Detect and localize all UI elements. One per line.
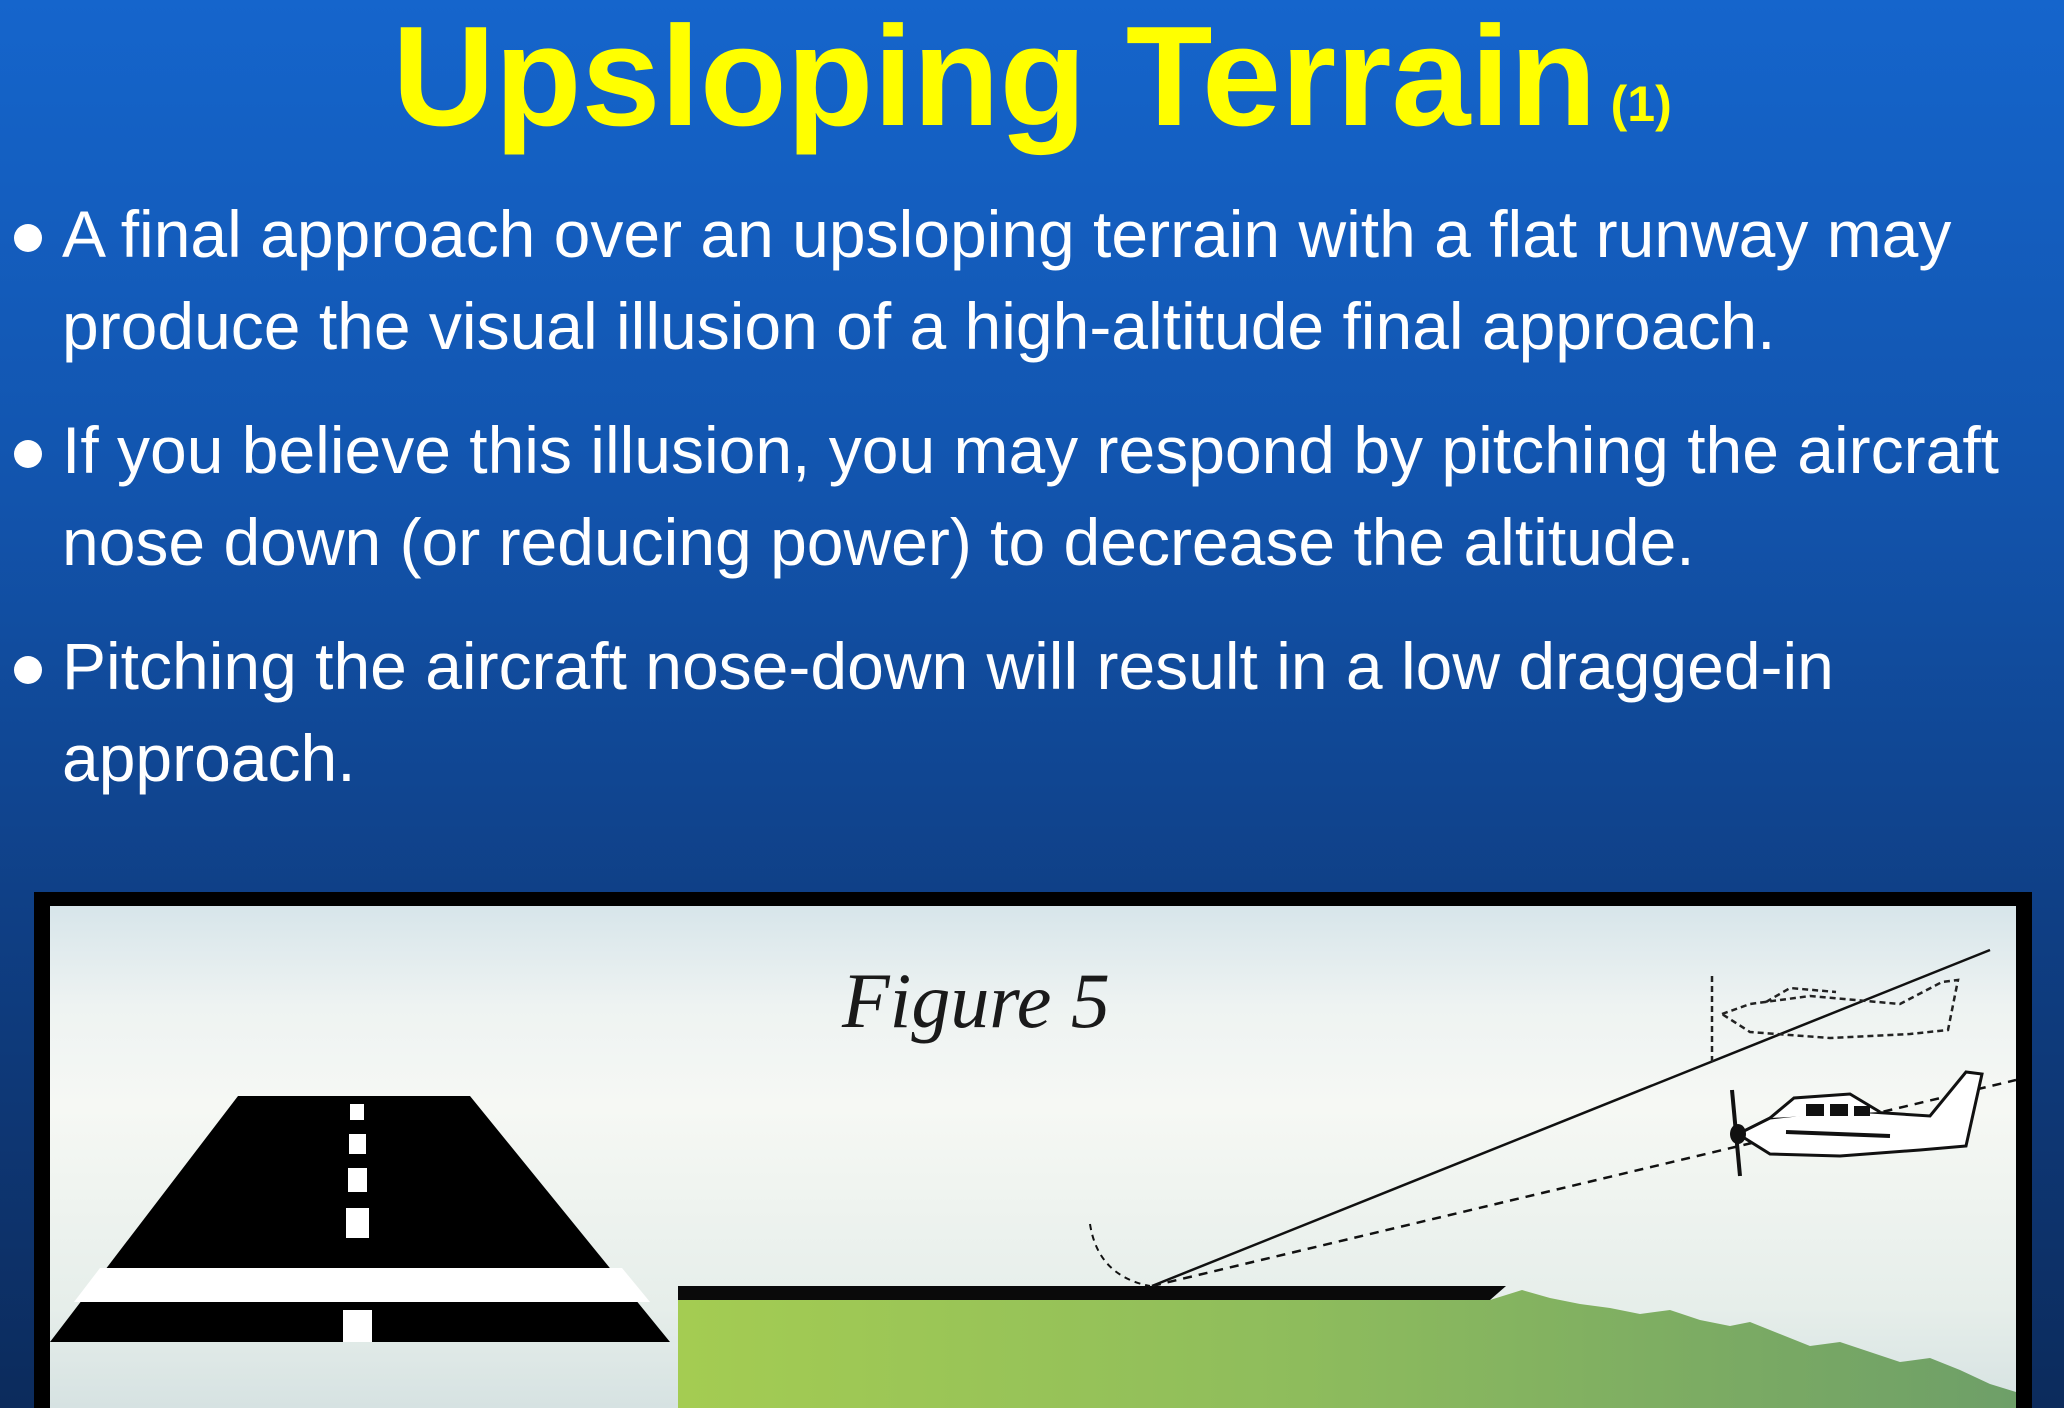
figure-frame: Figure 5 <box>34 892 2032 1408</box>
bullet-text: Pitching the aircraft nose-down will res… <box>62 629 1834 795</box>
bullet-list: A final approach over an upsloping terra… <box>0 188 2064 836</box>
bullet-dot-icon <box>14 656 42 684</box>
figure-label: Figure 5 <box>842 957 1110 1044</box>
bullet-item: A final approach over an upsloping terra… <box>0 188 2052 372</box>
title-sub: (1) <box>1610 76 1672 132</box>
terrain-profile <box>678 1286 2016 1408</box>
figure-drawing <box>50 948 2016 1408</box>
airplane-actual-icon <box>1730 1070 1984 1177</box>
bullet-text: A final approach over an upsloping terra… <box>62 197 1952 363</box>
bullet-item: If you believe this illusion, you may re… <box>0 404 2052 588</box>
bullet-item: Pitching the aircraft nose-down will res… <box>0 620 2052 804</box>
bullet-dot-icon <box>14 224 42 252</box>
title-main: Upsloping Terrain <box>392 0 1597 156</box>
airplane-perceived-icon <box>1710 976 1960 1062</box>
figure-illustration: Figure 5 <box>50 906 2016 1408</box>
slide-title: Upsloping Terrain (1) <box>0 6 2064 175</box>
bullet-text: If you believe this illusion, you may re… <box>62 413 2000 579</box>
bullet-dot-icon <box>14 440 42 468</box>
runway-perspective-icon <box>50 1096 670 1342</box>
